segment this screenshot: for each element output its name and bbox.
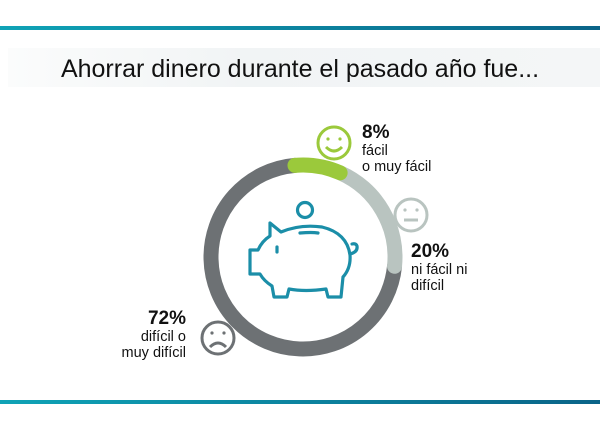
label-easy: 8% fácil o muy fácil [362,122,432,176]
smiley-happy-icon [316,125,352,161]
label-hard-line1: difícil o [140,329,186,345]
label-hard-line2: muy difícil [121,345,186,361]
top-accent-bar [0,26,600,30]
label-neutral-line2: difícil [411,278,445,294]
donut-slice-20pct [332,165,403,274]
label-hard: 72% difícil o muy difícil [100,308,186,362]
label-easy-line1: fácil [362,143,388,159]
label-neutral-percent: 20% [411,241,450,262]
donut-slice-8pct [287,157,348,181]
piggy-bank-icon [248,200,359,299]
donut-slice-72pct [203,157,403,357]
chart-title: Ahorrar dinero durante el pasado año fue… [60,55,540,83]
smiley-neutral-icon [393,197,429,233]
label-hard-percent: 72% [147,308,186,329]
smiley-sad-icon [200,320,236,356]
label-easy-line2: o muy fácil [362,159,432,175]
label-easy-percent: 8% [362,122,390,143]
label-neutral: 20% ni fácil ni difícil [411,241,468,295]
title-band [8,48,600,87]
bottom-accent-bar [0,400,600,404]
label-neutral-line1: ni fácil ni [411,262,468,278]
